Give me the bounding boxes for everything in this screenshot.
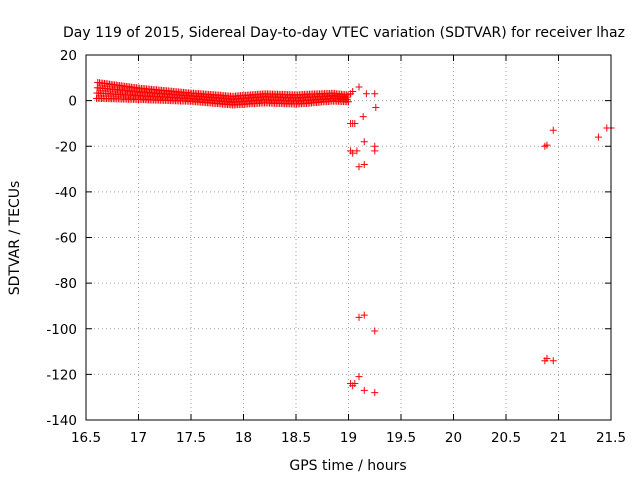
x-tick-label: 17.5	[176, 430, 206, 446]
data-point	[351, 380, 359, 387]
y-tick-label: -100	[46, 322, 77, 338]
x-tick-label: 20	[445, 430, 462, 446]
data-point	[351, 119, 359, 127]
data-point	[594, 133, 602, 141]
x-tick-label: 18	[235, 430, 252, 446]
x-axis-label: GPS time / hours	[289, 458, 406, 474]
axis-ticks: 16.5 17 17.5 18 18.5 19 19.5 20 20.5 21 21.5 20 0 -20…	[46, 48, 626, 446]
plot-frame	[85, 54, 612, 421]
data-point	[355, 163, 363, 171]
data-markers	[93, 79, 615, 397]
data-point	[360, 311, 368, 319]
x-tick-label: 19	[340, 430, 357, 446]
y-tick-label: -40	[55, 185, 77, 201]
chart-title: Day 119 of 2015, Sidereal Day-to-day VTE…	[63, 25, 625, 41]
data-point	[371, 90, 379, 98]
y-tick-label: 20	[60, 48, 77, 64]
data-point	[355, 373, 363, 381]
y-tick-label: -140	[46, 413, 77, 429]
data-point	[549, 126, 557, 134]
data-point	[362, 90, 370, 98]
y-tick-label: -20	[55, 139, 77, 155]
data-point	[355, 83, 363, 91]
data-point	[543, 141, 551, 149]
y-tick-label: -80	[55, 276, 77, 292]
data-point	[360, 138, 368, 146]
data-point	[549, 357, 557, 365]
data-point	[355, 313, 363, 321]
data-point	[349, 149, 357, 157]
gridlines	[86, 55, 611, 420]
x-tick-label: 20.5	[491, 430, 521, 446]
x-tick-label: 16.5	[71, 430, 101, 446]
data-point	[360, 161, 368, 168]
data-point	[372, 103, 380, 111]
x-tick-label: 17	[130, 430, 147, 446]
y-axis-label: SDTVAR / TECUs	[7, 181, 23, 296]
x-tick-label: 19.5	[386, 430, 416, 446]
data-point	[360, 386, 368, 394]
data-point	[371, 147, 379, 155]
x-tick-label: 21	[550, 430, 567, 446]
data-point	[543, 354, 551, 362]
data-point	[349, 88, 357, 95]
band-marker	[345, 98, 352, 106]
y-tick-label: 0	[68, 94, 77, 110]
x-tick-label: 18.5	[281, 430, 311, 446]
y-tick-label: -60	[55, 231, 77, 247]
x-tick-label: 21.5	[596, 430, 626, 446]
y-tick-label: -120	[46, 367, 77, 383]
data-point	[371, 389, 379, 397]
data-point	[371, 327, 379, 335]
data-point	[359, 113, 367, 121]
data-point	[353, 147, 361, 155]
